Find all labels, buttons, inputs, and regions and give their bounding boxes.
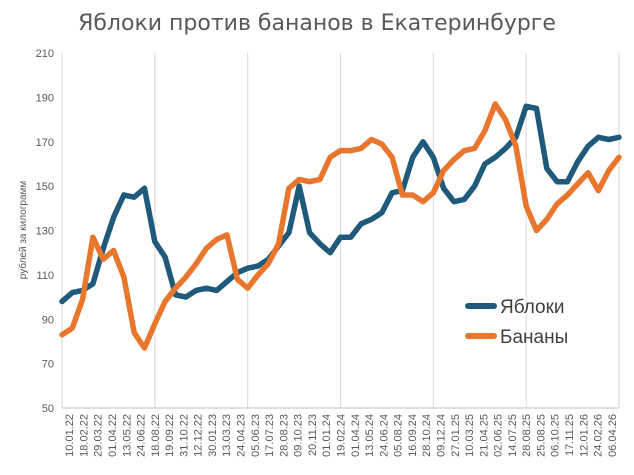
x-tick-label: 02.06.25	[493, 414, 505, 457]
x-tick-label: 10.03.25	[464, 414, 476, 457]
x-tick-label: 10.01.22	[64, 414, 76, 457]
x-tick-label: 24.06.22	[136, 414, 148, 457]
x-tick-label: 30.01.23	[207, 414, 219, 457]
x-tick-label: 17.11.25	[564, 414, 576, 456]
legend: Яблоки Бананы	[465, 297, 568, 348]
y-tick-label: 190	[36, 92, 54, 104]
x-tick-label: 13.03.23	[221, 414, 233, 457]
y-tick-label: 170	[36, 137, 54, 149]
x-tick-label: 24.04.23	[236, 414, 248, 457]
x-tick-label: 01.04.22	[107, 414, 119, 457]
y-axis-label: рублей за килограмм	[17, 181, 29, 280]
x-tick-label: 19.09.22	[164, 414, 176, 457]
chart-title: Яблоки против бананов в Екатеринбурге	[78, 11, 556, 36]
legend-label: Бананы	[500, 327, 568, 348]
x-tick-label: 05.08.24	[393, 414, 405, 457]
x-tick-label: 12.01.26	[578, 414, 590, 457]
x-tick-label: 12.12.22	[193, 414, 205, 457]
x-tick-label: 01.04.24	[350, 414, 362, 457]
y-tick-label: 150	[36, 181, 54, 193]
y-tick-label: 210	[36, 48, 54, 60]
x-tick-label: 28.08.25	[521, 414, 533, 457]
x-tick-label: 06.04.26	[607, 414, 619, 457]
x-tick-label: 05.06.23	[250, 414, 262, 457]
x-tick-label: 28.10.24	[421, 414, 433, 457]
x-tick-label: 21.04.25	[478, 414, 490, 457]
x-tick-labels: 10.01.22 18.02.22 29.03.22 01.04.22 13.05.22…	[64, 414, 619, 457]
x-tick-label: 25.08.25	[535, 414, 547, 457]
x-tick-label: 28.08.23	[278, 414, 290, 457]
x-tick-label: 13.05.22	[121, 414, 133, 457]
x-tick-label: 18.08.22	[150, 414, 162, 457]
x-tick-label: 09.12.24	[436, 414, 448, 457]
legend-label: Яблоки	[500, 297, 565, 318]
x-tick-label: 18.02.22	[78, 414, 90, 457]
y-tick-label: 70	[42, 359, 54, 371]
x-tick-label: 29.03.22	[93, 414, 105, 457]
x-tick-label: 27.01.25	[450, 414, 462, 457]
x-tick-label: 14.07.25	[507, 414, 519, 457]
x-tick-label: 19.02.24	[336, 414, 348, 457]
x-tick-label: 01.01.24	[321, 414, 333, 457]
x-tick-label: 31.10.22	[178, 414, 190, 457]
series-line-0	[59, 103, 622, 305]
y-tick-label: 130	[36, 226, 54, 238]
x-tick-label: 06.10.25	[550, 414, 562, 457]
y-tick-label: 110	[36, 270, 54, 282]
x-tick-label: 13.05.24	[364, 414, 376, 457]
x-tick-label: 17.07.23	[264, 414, 276, 457]
series-line-1	[59, 101, 622, 351]
x-tick-label: 20.11.23	[307, 414, 319, 456]
series-lines	[59, 101, 622, 351]
x-tick-label: 24.02.26	[593, 414, 605, 457]
x-tick-label: 09.10.23	[293, 414, 305, 457]
y-tick-label: 50	[42, 403, 54, 415]
y-tick-label: 90	[42, 314, 54, 326]
x-tick-label: 24.06.24	[378, 414, 390, 457]
x-tick-label: 16.09.24	[407, 414, 419, 457]
y-tick-labels: 50 70 90 110 130 150 170 190 210	[36, 48, 54, 415]
